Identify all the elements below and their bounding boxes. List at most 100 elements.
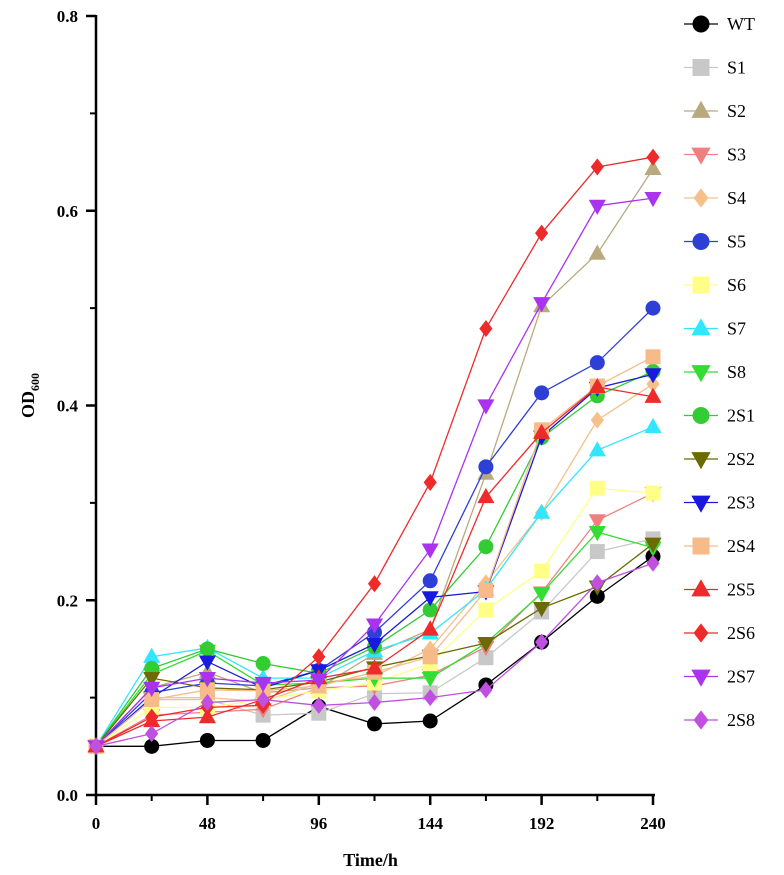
point-2s7: [254, 676, 272, 693]
legend-marker-2s7: [691, 669, 711, 687]
legend-label-s7: S7: [727, 319, 746, 339]
point-s5: [478, 459, 494, 475]
legend-marker-s7: [691, 318, 711, 336]
point-2s5: [477, 487, 495, 504]
point-2s3: [198, 655, 216, 671]
point-2s4: [645, 349, 661, 365]
legend-label-2s5: 2S5: [727, 580, 755, 600]
legend-marker-s6: [692, 276, 710, 294]
point-2s6: [535, 224, 549, 242]
legend-label-s4: S4: [727, 188, 746, 208]
point-s7: [588, 441, 606, 457]
y-tick-label: 0.8: [57, 7, 78, 26]
point-2s3: [421, 591, 439, 607]
point-2s1: [478, 539, 494, 555]
point-s6: [589, 480, 605, 496]
legend-item-2s1: 2S1: [684, 406, 755, 426]
point-2s4: [422, 649, 438, 665]
point-s2: [588, 244, 606, 260]
legend-marker-s5: [692, 233, 710, 250]
legend-label-s1: S1: [727, 58, 746, 78]
legend-item-s1: S1: [684, 58, 746, 78]
legend-marker-wt: [692, 15, 710, 33]
point-2s2: [644, 537, 662, 553]
point-s2: [644, 159, 662, 175]
series-group: [87, 148, 662, 756]
point-s1: [589, 544, 605, 560]
legend-item-2s7: 2S7: [684, 667, 755, 687]
point-s6: [534, 563, 550, 579]
legend-label-2s6: 2S6: [727, 623, 755, 643]
point-2s4: [478, 583, 494, 599]
legend-label-s2: S2: [727, 101, 746, 121]
axes: 0 48 96 144 192 240 0.0 0.2 0.4 0.6 0.8: [57, 7, 666, 833]
point-2s3: [644, 368, 662, 384]
point-2s6: [312, 648, 326, 666]
point-2s8: [200, 693, 214, 712]
point-2s8: [145, 725, 159, 743]
y-tick-label: 0.0: [57, 786, 78, 805]
point-2s8: [423, 689, 437, 707]
point-2s7: [365, 618, 384, 634]
point-2s7: [533, 297, 551, 313]
point-s3: [588, 514, 606, 530]
point-2s6: [367, 575, 382, 593]
legend-marker-s1: [692, 59, 710, 76]
point-s6: [478, 602, 494, 618]
y-axis-title: OD600: [18, 373, 42, 418]
point-2s7: [143, 681, 161, 697]
point-2s7: [421, 543, 439, 559]
legend-item-s6: S6: [684, 275, 746, 295]
point-2s2: [477, 636, 495, 653]
legend-item-s3: S3: [684, 145, 746, 165]
legend-item-s2: S2: [684, 100, 746, 121]
point-2s6: [590, 158, 604, 176]
point-2s5: [365, 659, 384, 675]
legend: WT S1 S2 S3 S4 S5 S6 S7 S8 2S1 2S2 2S3 2S4 2S5 2S6 2S7 2…: [684, 14, 755, 730]
point-2s3: [365, 637, 384, 654]
x-ticks: 0 48 96 144 192 240: [92, 795, 666, 833]
legend-marker-2s3: [691, 495, 711, 513]
y-tick-label: 0.2: [57, 591, 78, 610]
legend-marker-2s8: [693, 710, 709, 730]
y-axis-title-main: OD: [18, 391, 38, 418]
point-2s8: [479, 681, 493, 699]
legend-marker-2s5: [691, 579, 711, 597]
legend-item-wt: WT: [684, 14, 755, 34]
point-s8: [588, 525, 606, 542]
point-2s2: [533, 601, 551, 618]
y-ticks: 0.0 0.2 0.4 0.6 0.8: [57, 7, 96, 805]
point-2s6: [145, 708, 159, 726]
y-tick-label: 0.6: [57, 202, 78, 221]
legend-marker-s4: [693, 188, 709, 208]
point-2s7: [310, 673, 328, 690]
legend-item-2s2: 2S2: [684, 449, 755, 470]
point-wt: [199, 732, 215, 748]
x-tick-label: 240: [640, 814, 666, 833]
legend-marker-s2: [691, 100, 711, 118]
series-2s8: [89, 554, 660, 755]
point-2s8: [89, 737, 103, 755]
legend-item-2s3: 2S3: [684, 493, 755, 513]
point-2s8: [367, 693, 382, 712]
legend-label-2s4: 2S4: [727, 536, 755, 556]
legend-item-s4: S4: [684, 188, 746, 208]
legend-marker-2s6: [693, 623, 709, 643]
x-axis-title: Time/h: [343, 850, 398, 870]
point-s5: [645, 300, 661, 316]
point-2s1: [199, 641, 215, 657]
x-tick-label: 192: [529, 814, 555, 833]
point-2s5: [644, 387, 662, 403]
point-wt: [422, 713, 438, 729]
legend-item-s7: S7: [684, 318, 746, 339]
legend-item-2s4: 2S4: [684, 536, 755, 556]
point-s6: [645, 485, 661, 501]
point-2s5: [421, 620, 439, 636]
y-tick-label: 0.4: [57, 397, 79, 416]
legend-marker-2s4: [692, 537, 710, 555]
point-2s8: [312, 696, 326, 714]
point-2s5: [588, 377, 606, 394]
point-s8: [421, 672, 439, 688]
point-2s8: [256, 691, 270, 709]
